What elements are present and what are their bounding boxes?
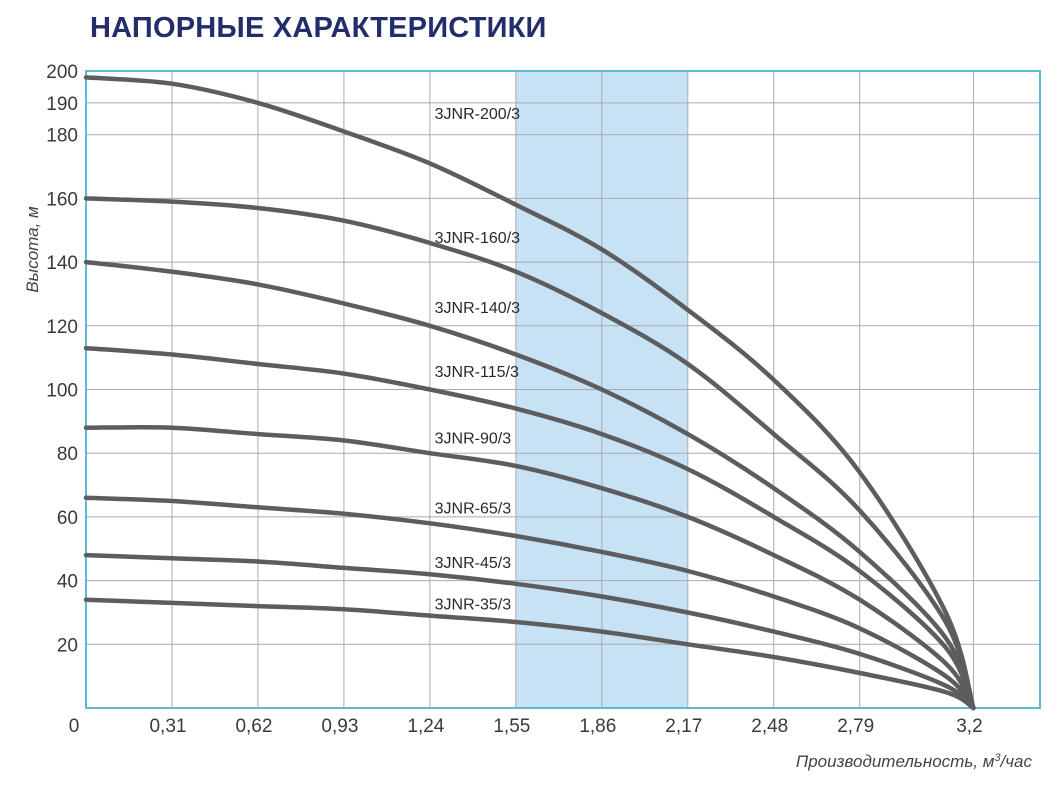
x-tick-label-1,86: 1,86 xyxy=(579,716,616,737)
page-title: НАПОРНЫЕ ХАРАКТЕРИСТИКИ xyxy=(90,12,547,44)
y-tick-label-20: 20 xyxy=(57,635,78,656)
y-tick-label-180: 180 xyxy=(46,126,78,147)
series-label-3JNR-35/3: 3JNR-35/3 xyxy=(435,596,512,613)
y-axis-label: Высота, м xyxy=(23,206,42,293)
series-label-3JNR-200/3: 3JNR-200/3 xyxy=(435,106,520,123)
curves-layer xyxy=(83,75,976,711)
curve-3JNR-115/3 xyxy=(83,345,976,711)
series-labels-layer: 3JNR-200/3 3JNR-160/3 3JNR-140/3 3JNR-115/3… xyxy=(435,106,520,613)
curve-3JNR-90/3 xyxy=(83,425,976,711)
x-tick-label-3,2: 3,2 xyxy=(956,716,982,737)
series-label-3JNR-115/3: 3JNR-115/3 xyxy=(435,364,519,381)
x-tick-label-2,79: 2,79 xyxy=(837,716,874,737)
curve-3JNR-140/3 xyxy=(83,259,976,711)
series-label-3JNR-45/3: 3JNR-45/3 xyxy=(435,555,512,572)
x-axis-label-superscript: 3 xyxy=(994,752,1001,764)
series-label-3JNR-90/3: 3JNR-90/3 xyxy=(435,431,512,448)
y-tick-label-190: 190 xyxy=(46,94,78,115)
y-tick-label-100: 100 xyxy=(46,381,78,402)
x-axis-label-suffix: /час xyxy=(1000,752,1033,771)
x-tick-label-0,31: 0,31 xyxy=(149,716,186,737)
x-tick-label-2,17: 2,17 xyxy=(665,716,702,737)
curve-3JNR-35/3 xyxy=(83,597,976,711)
x-axis-label: Производительность, м3/час xyxy=(796,752,1033,771)
y-tick-labels: 20 40 60 80 100 120 140 160 180 190 200 xyxy=(46,62,78,656)
series-label-3JNR-160/3: 3JNR-160/3 xyxy=(435,230,520,247)
plot-frame xyxy=(85,70,1041,709)
y-tick-label-160: 160 xyxy=(46,189,78,210)
x-tick-label-0,62: 0,62 xyxy=(235,716,272,737)
y-tick-label-40: 40 xyxy=(57,572,78,593)
y-tick-label-120: 120 xyxy=(46,317,78,338)
curve-3JNR-65/3 xyxy=(83,495,976,711)
x-tick-labels: 0 0,31 0,62 0,93 1,24 1,55 1,86 2,17 2,48 2,79 3,2 xyxy=(69,716,983,737)
x-tick-label-0,93: 0,93 xyxy=(321,716,358,737)
y-tick-label-60: 60 xyxy=(57,508,78,529)
x-tick-label-2,48: 2,48 xyxy=(751,716,788,737)
curve-3JNR-200/3 xyxy=(83,75,976,711)
curve-3JNR-45/3 xyxy=(83,552,976,711)
x-tick-label-0: 0 xyxy=(69,716,80,737)
series-label-3JNR-140/3: 3JNR-140/3 xyxy=(435,300,520,317)
y-tick-label-200: 200 xyxy=(46,62,78,83)
x-axis-label-main: Производительность, м xyxy=(796,752,995,771)
curve-3JNR-160/3 xyxy=(83,196,976,711)
plot-frame-layer xyxy=(85,70,1041,709)
x-tick-label-1,55: 1,55 xyxy=(493,716,530,737)
series-label-3JNR-65/3: 3JNR-65/3 xyxy=(435,501,512,518)
x-tick-label-1,24: 1,24 xyxy=(407,716,444,737)
y-tick-label-80: 80 xyxy=(57,444,78,465)
y-tick-label-140: 140 xyxy=(46,253,78,274)
